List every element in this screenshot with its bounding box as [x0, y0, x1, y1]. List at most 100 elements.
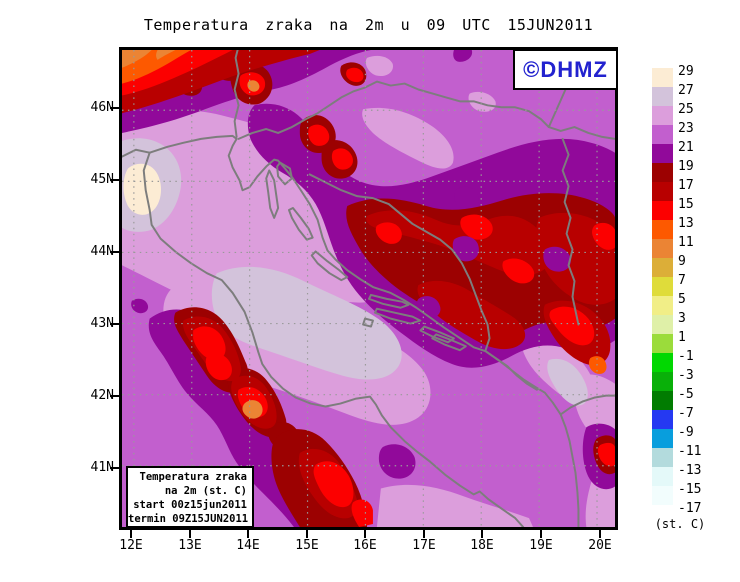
lat-tick-label-42N: 42N: [90, 388, 114, 403]
lat-tick-mark: [110, 395, 119, 397]
lat-tick-label-43N: 43N: [90, 316, 114, 331]
border-south-east: [559, 394, 615, 416]
lat-tick-label-41N: 41N: [90, 460, 114, 475]
island-hvar: [373, 307, 422, 325]
colorbar-swatch-12: [652, 296, 673, 315]
colorbar-swatch-18: [652, 410, 673, 429]
lon-tick-mark: [306, 530, 308, 538]
colorbar-level-9: 9: [678, 254, 686, 269]
colorbar-swatch-19: [652, 429, 673, 448]
colorbar-swatch-7: [652, 201, 673, 220]
lon-tick-label-16E: 16E: [353, 538, 377, 553]
colorbar-swatch-1: [652, 87, 673, 106]
colorbar-level-17: 17: [678, 178, 694, 193]
lon-tick-mark: [481, 530, 483, 538]
colorbar-swatch-21: [652, 467, 673, 486]
info-line-level: na 2m (st. C): [164, 485, 247, 497]
lon-tick-mark: [540, 530, 542, 538]
info-line-start: start 00z15jun2011: [133, 499, 247, 511]
island-pag: [287, 207, 314, 241]
colorbar-swatch-9: [652, 239, 673, 258]
colorbar-unit-label: (st. C): [654, 517, 706, 531]
island-korcula: [419, 325, 455, 344]
lon-tick-mark: [364, 530, 366, 538]
lon-tick-mark: [130, 530, 132, 538]
dhmz-logo: ©DHMZ: [513, 49, 618, 90]
colorbar-swatch-16: [652, 372, 673, 391]
info-line-termin: termin 09Z15JUN2011: [128, 513, 249, 525]
dhmz-logo-text: ©DHMZ: [523, 56, 608, 82]
lon-tick-label-13E: 13E: [178, 538, 202, 553]
colorbar-level-25: 25: [678, 102, 694, 117]
lat-tick-mark: [110, 323, 119, 325]
lat-tick-label-44N: 44N: [90, 244, 114, 259]
colorbar-level--15: -15: [678, 482, 702, 497]
colorbar-swatch-15: [652, 353, 673, 372]
lat-tick-label-45N: 45N: [90, 172, 114, 187]
lat-tick-mark: [110, 467, 119, 469]
lon-tick-mark: [189, 530, 191, 538]
lon-tick-label-20E: 20E: [588, 538, 612, 553]
colorbar-level-15: 15: [678, 197, 694, 212]
colorbar-level--13: -13: [678, 463, 702, 478]
colorbar-level--5: -5: [678, 387, 694, 402]
island-dugi-otok: [310, 250, 349, 282]
border-croatia-north: [237, 80, 615, 140]
colorbar-swatch-6: [652, 182, 673, 201]
border-montenegro: [484, 350, 538, 391]
colorbar-swatch-2: [652, 106, 673, 125]
run-info-box: Temperatura zraka na 2m (st. C) start 00…: [126, 466, 254, 528]
island-krk: [276, 161, 293, 186]
island-mljet: [431, 333, 467, 352]
lat-tick-label-46N: 46N: [90, 100, 114, 115]
colorbar-level-29: 29: [678, 64, 694, 79]
colorbar-level-27: 27: [678, 83, 694, 98]
island-brac: [368, 293, 410, 309]
page-title: Temperatura zraka na 2m u 09 UTC 15JUN20…: [143, 16, 594, 34]
colorbar-swatch-3: [652, 125, 673, 144]
colorbar-level-23: 23: [678, 121, 694, 136]
lon-tick-label-14E: 14E: [236, 538, 260, 553]
colorbar-level--1: -1: [678, 349, 694, 364]
colorbar-swatch-17: [652, 391, 673, 410]
lat-tick-mark: [110, 251, 119, 253]
colorbar-swatch-0: [652, 68, 673, 87]
colorbar-level-7: 7: [678, 273, 686, 288]
info-line-variable: Temperatura zraka: [139, 471, 247, 483]
border-slovenia-italy: [233, 50, 240, 138]
colorbar-swatch-5: [652, 163, 673, 182]
lat-tick-mark: [110, 179, 119, 181]
lat-tick-mark: [110, 107, 119, 109]
lon-tick-label-15E: 15E: [295, 538, 319, 553]
lon-tick-label-17E: 17E: [412, 538, 436, 553]
colorbar-swatch-10: [652, 258, 673, 277]
colorbar-swatch-13: [652, 315, 673, 334]
colorbar-swatch-14: [652, 334, 673, 353]
colorbar-level-21: 21: [678, 140, 694, 155]
colorbar-swatch-22: [652, 486, 673, 505]
temperature-contour-map: [122, 50, 615, 527]
lon-tick-label-18E: 18E: [470, 538, 494, 553]
colorbar-level-19: 19: [678, 159, 694, 174]
graticule-gridlines: [122, 50, 615, 527]
lon-tick-label-19E: 19E: [529, 538, 553, 553]
colorbar-level--7: -7: [678, 406, 694, 421]
colorbar-swatch-4: [652, 144, 673, 163]
colorbar-level-13: 13: [678, 216, 694, 231]
colorbar-swatch-11: [652, 277, 673, 296]
island-cres: [265, 169, 280, 219]
region-9-11c: [122, 50, 263, 419]
adriatic-east-coastline: [122, 134, 580, 527]
colorbar-level-5: 5: [678, 292, 686, 307]
colorbar-level-1: 1: [678, 330, 686, 345]
map-area: [119, 47, 618, 530]
lon-tick-mark: [599, 530, 601, 538]
colorbar-swatch-20: [652, 448, 673, 467]
colorbar-level--11: -11: [678, 444, 702, 459]
colorbar-swatch-8: [652, 220, 673, 239]
colorbar-level-3: 3: [678, 311, 686, 326]
colorbar-level-11: 11: [678, 235, 694, 250]
border-croatia-bosnia: [308, 173, 491, 352]
border-bosnia-serbia: [561, 137, 580, 326]
colorbar-level--17: -17: [678, 501, 702, 516]
